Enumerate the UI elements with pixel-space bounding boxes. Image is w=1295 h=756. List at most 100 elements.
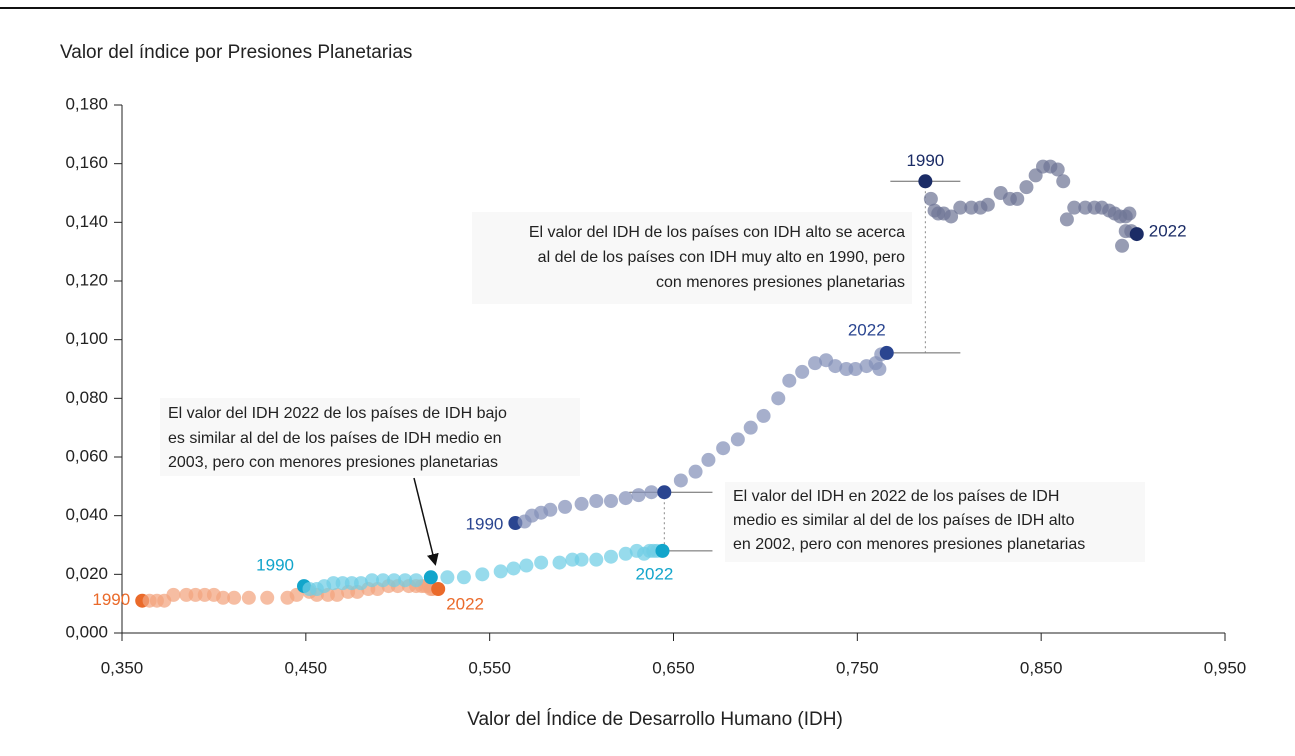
- point: [918, 174, 933, 189]
- x-tick-label: 0,950: [1204, 658, 1247, 677]
- annotation-line: 2003, pero con menores presiones planeta…: [168, 454, 498, 471]
- point: [848, 362, 863, 376]
- annotation: El valor del IDH en 2022 de los países d…: [733, 488, 1085, 553]
- point: [519, 558, 534, 573]
- point: [701, 452, 716, 467]
- point: [260, 590, 275, 605]
- point: [1067, 200, 1082, 215]
- point: [166, 587, 181, 602]
- annotation-line: al del de los países con IDH muy alto en…: [538, 249, 905, 266]
- x-tick-label: 0,650: [652, 658, 695, 677]
- point: [574, 496, 589, 511]
- point: [1050, 162, 1065, 177]
- point: [1056, 174, 1071, 189]
- annotation-line: en 2002, pero con menores presiones plan…: [733, 536, 1085, 553]
- point: [644, 485, 659, 500]
- point: [387, 573, 402, 588]
- point: [589, 552, 604, 567]
- point: [1122, 206, 1137, 221]
- x-tick-label: 0,750: [836, 658, 879, 677]
- annotation-box: [725, 482, 1145, 562]
- point: [543, 502, 558, 517]
- y-tick-label: 0,080: [65, 388, 108, 407]
- annotation-line: es similar al del de los países de IDH m…: [168, 430, 502, 447]
- point: [756, 408, 771, 423]
- series-start-label: 1990: [906, 151, 944, 170]
- series-end-label: 2022: [848, 320, 886, 339]
- point: [716, 441, 731, 456]
- y-tick-label: 0,140: [65, 212, 108, 231]
- point: [1129, 227, 1144, 242]
- point: [618, 546, 633, 561]
- point: [493, 564, 508, 579]
- annotation-line: El valor del IDH en 2022 de los países d…: [733, 488, 1059, 505]
- point: [241, 590, 256, 605]
- point: [1019, 180, 1034, 195]
- point: [730, 432, 745, 447]
- point: [353, 576, 368, 591]
- annotation: El valor del IDH 2022 de los países de I…: [168, 405, 507, 471]
- series-start-label: 1990: [92, 590, 130, 609]
- point: [603, 549, 618, 564]
- x-tick-label: 0,450: [285, 658, 328, 677]
- point: [603, 494, 618, 508]
- annotation-line: El valor del IDH de los países con IDH a…: [529, 224, 905, 241]
- point: [795, 364, 810, 379]
- y-tick-label: 0,020: [65, 564, 108, 583]
- point: [1059, 212, 1074, 227]
- point: [558, 499, 573, 514]
- point: [771, 391, 786, 406]
- point: [589, 494, 604, 508]
- annotation-line: El valor del IDH 2022 de los países de I…: [168, 405, 507, 422]
- point: [552, 555, 567, 570]
- x-tick-label: 0,850: [1020, 658, 1063, 677]
- x-tick-label: 0,550: [468, 658, 511, 677]
- annotation-line: medio es similar al del de los países de…: [733, 512, 1075, 529]
- point: [475, 567, 490, 582]
- point: [216, 590, 231, 605]
- point: [953, 200, 968, 215]
- point: [227, 590, 242, 605]
- point: [808, 356, 823, 371]
- y-tick-label: 0,060: [65, 446, 108, 465]
- y-tick-label: 0,120: [65, 270, 108, 289]
- series-end-label: 2022: [1149, 222, 1187, 241]
- y-tick-label: 0,000: [65, 622, 108, 641]
- point: [330, 587, 345, 602]
- y-tick-label: 0,040: [65, 505, 108, 524]
- point: [431, 582, 446, 596]
- point: [980, 197, 995, 212]
- point: [456, 570, 471, 585]
- point: [618, 491, 633, 506]
- series-end-label: 2022: [446, 594, 484, 613]
- point: [506, 561, 521, 576]
- x-axis-label: Valor del Índice de Desarrollo Humano (I…: [467, 709, 843, 730]
- annotation: El valor del IDH de los países con IDH a…: [529, 224, 905, 291]
- point: [534, 555, 549, 570]
- point: [688, 464, 703, 479]
- y-tick-label: 0,100: [65, 329, 108, 348]
- point: [879, 345, 894, 360]
- y-tick-label: 0,160: [65, 153, 108, 172]
- point: [631, 488, 646, 503]
- point: [743, 420, 758, 435]
- point: [655, 543, 670, 558]
- point: [574, 552, 589, 567]
- annotation-box: [160, 398, 580, 476]
- point: [872, 362, 887, 376]
- point: [423, 570, 438, 585]
- annotation-arrow: [413, 477, 439, 566]
- point: [673, 473, 688, 488]
- point: [409, 573, 424, 588]
- point: [440, 570, 455, 585]
- point: [398, 573, 413, 588]
- point: [365, 573, 380, 588]
- point: [1010, 191, 1025, 206]
- point: [923, 191, 938, 206]
- series-start-label: 1990: [256, 556, 294, 575]
- annotation-line: con menores presiones planetarias: [656, 274, 905, 291]
- point: [782, 373, 797, 388]
- series-end-label: 2022: [636, 564, 674, 583]
